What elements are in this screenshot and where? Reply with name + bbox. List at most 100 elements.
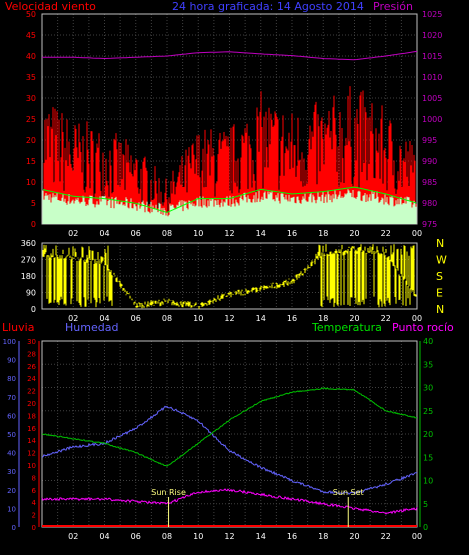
temp-tick-15: 15 (423, 453, 433, 462)
pressure-tick-995: 995 (422, 136, 437, 145)
pressure-tick-1000: 1000 (422, 115, 442, 124)
bot-x-tick-00: 00 (412, 532, 422, 541)
dewpoint-line (41, 488, 418, 515)
temperature-line (41, 387, 417, 467)
pressure-tick-1010: 1010 (422, 73, 442, 82)
dir-x-tick-18: 18 (318, 314, 328, 323)
pressure-tick-980: 980 (422, 199, 437, 208)
bot-x-tick-10: 10 (193, 532, 203, 541)
bot-x-tick-14: 14 (256, 532, 266, 541)
dir-x-tick-16: 16 (287, 314, 297, 323)
pressure-tick-975: 975 (422, 220, 437, 229)
bot-x-tick-16: 16 (287, 532, 297, 541)
top-x-tick-22: 22 (381, 229, 391, 238)
bot-x-tick-22: 22 (381, 532, 391, 541)
top-x-tick-08: 08 (162, 229, 172, 238)
temp-tick-25: 25 (423, 407, 433, 416)
sunset-label: Sun Set (333, 488, 364, 497)
dir-x-tick-06: 06 (131, 314, 141, 323)
top-x-tick-16: 16 (287, 229, 297, 238)
temp-tick-35: 35 (423, 360, 433, 369)
rain-tick-14: 14 (27, 437, 36, 445)
rain-tick-10: 10 (27, 462, 36, 470)
humidity-tick-70: 70 (7, 394, 16, 402)
rain-tick-22: 22 (27, 388, 36, 396)
pressure-tick-985: 985 (422, 178, 437, 187)
pressure-line (42, 50, 418, 61)
direction-tick-270: 270 (21, 256, 36, 265)
wind-tick-15: 15 (26, 157, 36, 166)
compass-letter-W: W (436, 254, 447, 267)
top-x-tick-06: 06 (131, 229, 141, 238)
temp-tick-5: 5 (423, 500, 428, 509)
wind-direction-series (42, 244, 417, 309)
wind-tick-35: 35 (26, 73, 36, 82)
compass-letter-N: N (436, 303, 444, 316)
top-x-tick-02: 02 (68, 229, 78, 238)
humidity-tick-100: 100 (3, 338, 16, 346)
dir-x-tick-04: 04 (99, 314, 109, 323)
top-x-tick-04: 04 (99, 229, 109, 238)
wind-tick-50: 50 (26, 10, 36, 19)
top-x-tick-14: 14 (256, 229, 266, 238)
wind-tick-25: 25 (26, 115, 36, 124)
direction-tick-0: 0 (31, 305, 36, 314)
pressure-label: Presión (373, 0, 413, 13)
wind-average-line (42, 186, 417, 213)
humidity-tick-10: 10 (7, 505, 16, 513)
dir-x-tick-20: 20 (349, 314, 359, 323)
rain-tick-8: 8 (32, 474, 36, 482)
temp-tick-20: 20 (423, 430, 433, 439)
wind-tick-45: 45 (26, 31, 36, 40)
rain-tick-4: 4 (32, 499, 37, 507)
pressure-tick-1005: 1005 (422, 94, 442, 103)
dir-x-tick-22: 22 (381, 314, 391, 323)
bot-x-tick-02: 02 (68, 532, 78, 541)
rain-label: Lluvia (2, 321, 34, 334)
chart-title: 24 hora graficada: 14 Agosto 2014 (172, 0, 364, 13)
direction-tick-180: 180 (21, 272, 36, 281)
dir-x-tick-00: 00 (412, 314, 422, 323)
compass-letter-S: S (436, 270, 443, 283)
direction-tick-360: 360 (21, 239, 36, 248)
bot-x-tick-12: 12 (224, 532, 234, 541)
wind-tick-10: 10 (26, 178, 36, 187)
top-x-tick-00: 00 (412, 229, 422, 238)
pressure-tick-1015: 1015 (422, 52, 442, 61)
dir-x-tick-08: 08 (162, 314, 172, 323)
wind-tick-0: 0 (31, 220, 36, 229)
dir-x-tick-12: 12 (224, 314, 234, 323)
humidity-tick-60: 60 (7, 412, 16, 420)
dir-x-tick-02: 02 (68, 314, 78, 323)
pressure-tick-1020: 1020 (422, 31, 442, 40)
wind-tick-5: 5 (31, 199, 36, 208)
rain-tick-20: 20 (27, 400, 36, 408)
rain-tick-28: 28 (27, 350, 36, 358)
bot-x-tick-18: 18 (318, 532, 328, 541)
bot-x-tick-20: 20 (349, 532, 359, 541)
top-x-tick-12: 12 (224, 229, 234, 238)
bot-x-tick-06: 06 (131, 532, 141, 541)
humidity-tick-30: 30 (7, 468, 16, 476)
rain-tick-12: 12 (27, 450, 36, 458)
dir-x-tick-10: 10 (193, 314, 203, 323)
top-x-tick-18: 18 (318, 229, 328, 238)
humidity-tick-0: 0 (12, 524, 16, 532)
pressure-tick-990: 990 (422, 157, 437, 166)
temp-tick-10: 10 (423, 477, 433, 486)
compass-letter-E: E (436, 287, 443, 300)
bot-x-tick-04: 04 (99, 532, 109, 541)
temp-tick-30: 30 (423, 384, 433, 393)
dir-x-tick-14: 14 (256, 314, 266, 323)
direction-tick-90: 90 (26, 289, 36, 298)
wind-base-series (42, 189, 417, 224)
compass-letter-N: N (436, 237, 444, 250)
wind-tick-30: 30 (26, 94, 36, 103)
humidity-tick-20: 20 (7, 487, 16, 495)
rain-tick-24: 24 (27, 375, 36, 383)
humidity-tick-90: 90 (7, 357, 16, 365)
top-x-tick-20: 20 (349, 229, 359, 238)
